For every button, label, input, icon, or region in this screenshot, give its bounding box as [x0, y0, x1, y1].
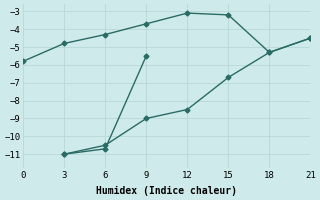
X-axis label: Humidex (Indice chaleur): Humidex (Indice chaleur)	[96, 186, 237, 196]
